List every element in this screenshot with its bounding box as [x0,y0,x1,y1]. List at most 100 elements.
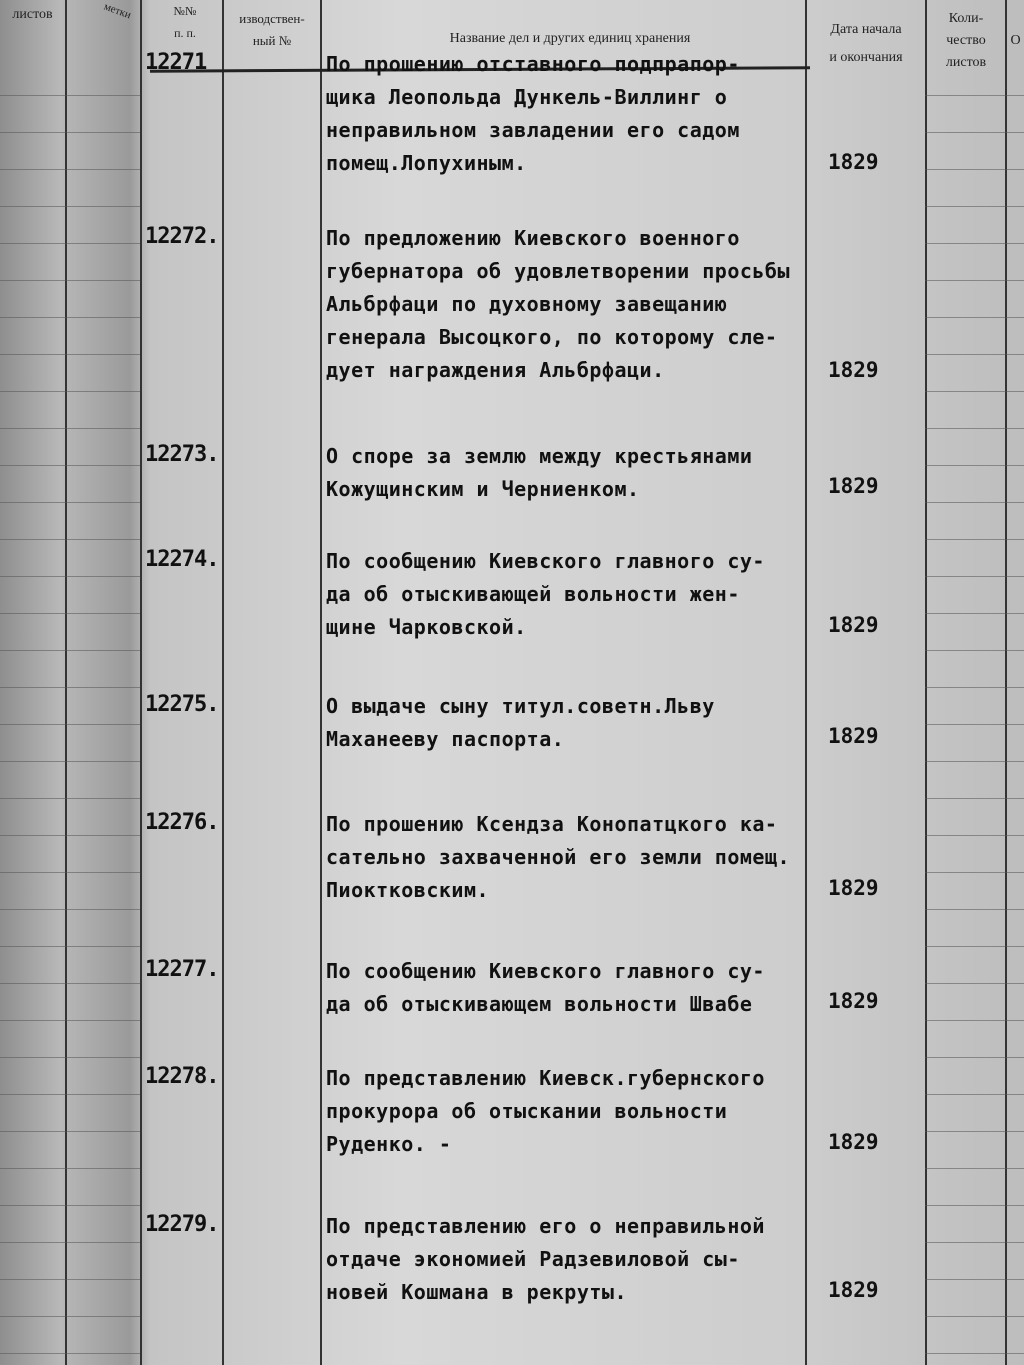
ruling-line [925,1020,1005,1021]
entry-number: 12273. [145,442,219,467]
ruling-line [1005,243,1024,244]
ruling-line [925,983,1005,984]
entry-title: По предложению Киевского военного губерн… [326,226,791,382]
ruling-line [925,1353,1005,1354]
ruling-line [0,502,65,503]
entry-title: О споре за землю между крестьянами Кожущ… [326,444,753,501]
ruling-line [925,835,1005,836]
ruling-line [0,1057,65,1058]
ruling-line [65,243,140,244]
ruling-line [65,761,140,762]
ruling-line [925,280,1005,281]
ruling-line [925,391,1005,392]
ruling-line [0,95,65,96]
ruling-line [1005,1279,1024,1280]
ruling-line [65,983,140,984]
ruling-line [65,1353,140,1354]
ruling-line [925,428,1005,429]
entry-title: По представлению его о неправильной отда… [326,1214,765,1304]
ruling-line [65,687,140,688]
column-divider [320,0,322,1365]
ruling-line [925,761,1005,762]
header-dates: Дата начала и окончания [829,22,903,65]
ruling-line [925,1205,1005,1206]
header-count: Коли- чество листов [945,11,987,70]
ruling-line [1005,1094,1024,1095]
ruling-line [0,132,65,133]
ruling-line [65,798,140,799]
ruling-line [65,465,140,466]
ruling-line [925,354,1005,355]
ruling-line [0,539,65,540]
ruling-line [0,1168,65,1169]
header-title: Название дел и других единиц хранения [449,31,691,46]
ruling-line [1005,317,1024,318]
ruling-line [0,243,65,244]
ruling-line [1005,465,1024,466]
ruling-line [925,1279,1005,1280]
ruling-line [925,502,1005,503]
ruling-line [1005,983,1024,984]
ruling-line [0,946,65,947]
column-divider [805,0,807,1365]
ruling-line [65,317,140,318]
ruling-line [0,280,65,281]
ruling-line [65,354,140,355]
ruling-line [1005,1020,1024,1021]
ruling-line [0,206,65,207]
ruling-line [0,1131,65,1132]
ruling-line [925,576,1005,577]
entry-title: По сообщению Киевского главного су- да о… [326,959,765,1016]
ruling-line [65,1057,140,1058]
ruling-line [1005,502,1024,503]
column-divider [65,0,67,1365]
ruling-line [925,206,1005,207]
ruling-line [925,724,1005,725]
ruling-line [65,872,140,873]
ruling-line [65,724,140,725]
entry-number: 12272. [145,224,219,249]
entry-date: 1829 [828,358,879,382]
ruling-line [65,835,140,836]
ruling-line [0,650,65,651]
entry-date: 1829 [828,1130,879,1154]
ruling-line [65,502,140,503]
ruling-line [1005,835,1024,836]
ruling-line [925,243,1005,244]
ruling-line [65,576,140,577]
ruling-line [65,132,140,133]
entry-number: 12276. [145,810,219,835]
ruling-line [925,132,1005,133]
ruling-line [0,983,65,984]
ruling-line [0,835,65,836]
ruling-line [925,1094,1005,1095]
ruling-line [925,1168,1005,1169]
ruling-line [0,1094,65,1095]
ruling-line [925,465,1005,466]
ruling-line [65,280,140,281]
entry-title: По прошению Ксендза Конопатцкого ка- сат… [326,812,791,902]
ruling-line [0,1020,65,1021]
ruling-line [1005,1242,1024,1243]
ruling-line [1005,132,1024,133]
ruling-line [0,687,65,688]
ruling-line [65,169,140,170]
entry-number: 12271 [145,50,207,75]
ruling-line [65,1020,140,1021]
ruling-line [65,1316,140,1317]
ruling-line [65,539,140,540]
entry-date: 1829 [828,876,879,900]
ruling-line [1005,872,1024,873]
ruling-line [0,909,65,910]
ruling-line [65,1242,140,1243]
header-marks: метки [102,0,133,22]
header-prod-number: изводствен- ный № [239,11,305,48]
header-other: О [1010,33,1021,48]
entry-date: 1829 [828,724,879,748]
ruling-line [1005,169,1024,170]
ruling-line [925,1316,1005,1317]
ruling-line [1005,1316,1024,1317]
header-number: №№ п. п. [173,4,197,40]
entry-number: 12278. [145,1064,219,1089]
